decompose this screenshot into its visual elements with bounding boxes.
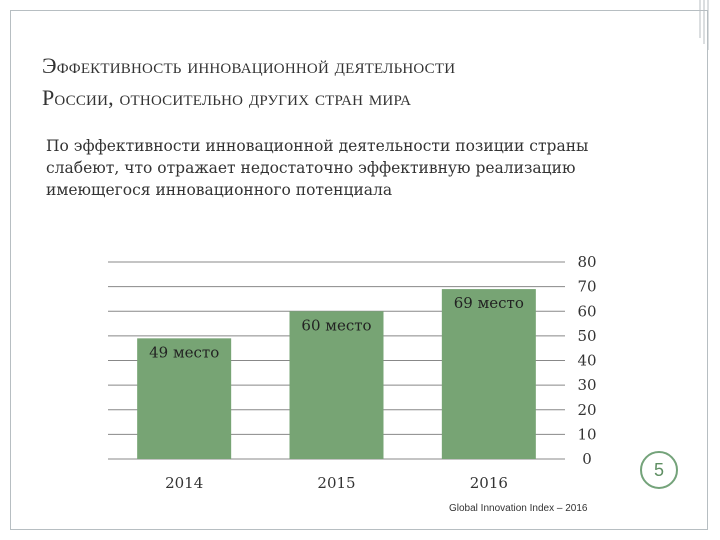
- y-tick-label: 20: [577, 401, 596, 419]
- y-tick-label: 30: [577, 376, 596, 394]
- source-note: Global Innovation Index – 2016: [449, 503, 588, 514]
- title-line-1: Эффективность инновационной деятельности: [42, 53, 456, 78]
- x-tick-label: 2015: [317, 474, 355, 492]
- title-line-2: России, относительно других стран мира: [42, 85, 412, 110]
- data-label: 49 место: [149, 343, 219, 361]
- slide-title: Эффективность инновационной деятельности…: [42, 50, 662, 114]
- y-tick-label: 10: [577, 425, 596, 443]
- body-line-3: имеющегося инновационного потенциала: [46, 181, 393, 199]
- y-tick-label: 40: [577, 352, 596, 370]
- y-tick-label: 50: [577, 327, 596, 345]
- body-line-2: слабеют, что отражает недостаточно эффек…: [46, 159, 576, 177]
- bar: [137, 338, 232, 459]
- slide-frame: [10, 10, 708, 530]
- bar: [289, 311, 384, 459]
- y-tick-label: 60: [577, 302, 596, 320]
- data-label: 69 место: [454, 294, 524, 312]
- y-tick-label: 0: [582, 450, 592, 468]
- y-tick-label: 80: [577, 253, 596, 271]
- y-tick-label: 70: [577, 278, 596, 296]
- page-number: 5: [653, 459, 664, 480]
- x-tick-label: 2016: [470, 474, 508, 492]
- page-number-badge: 5: [640, 451, 678, 489]
- body-line-1: По эффективности инновационной деятельно…: [46, 137, 589, 155]
- data-label: 60 место: [301, 316, 371, 334]
- x-tick-label: 2014: [165, 474, 203, 492]
- bar: [441, 289, 536, 459]
- corner-decoration: [699, 0, 709, 50]
- slide-body: По эффективности инновационной деятельно…: [46, 135, 646, 201]
